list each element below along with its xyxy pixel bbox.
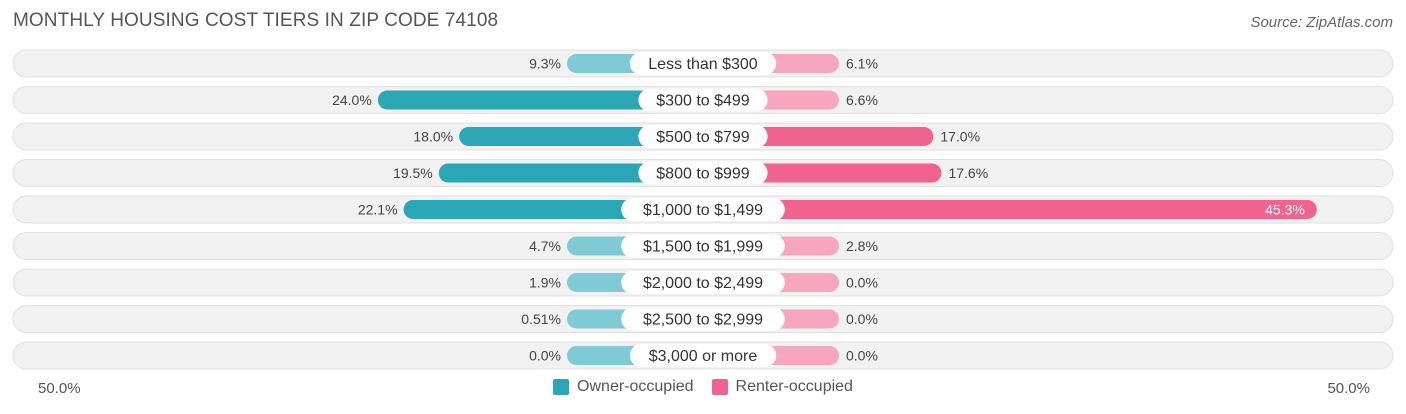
- category-pill: [629, 344, 777, 367]
- legend-renter-label: Renter-occupied: [735, 378, 853, 395]
- category-label: $1,500 to $1,999: [643, 239, 763, 256]
- owner-value-label: 0.0%: [529, 348, 561, 364]
- category-pill: [621, 234, 785, 258]
- source-credit: Source: ZipAtlas.com: [1250, 14, 1393, 31]
- category-pill: [621, 198, 785, 221]
- owner-bar: [438, 163, 703, 183]
- legend-renter: Renter-occupied: [711, 378, 853, 396]
- category-pill: [638, 161, 768, 185]
- renter-value-label: 2.8%: [846, 238, 878, 254]
- renter-value-label: 17.6%: [948, 165, 988, 181]
- chart-title: MONTHLY HOUSING COST TIERS IN ZIP CODE 7…: [13, 10, 499, 31]
- owner-value-label: 0.51%: [521, 311, 561, 327]
- category-pill: [629, 52, 777, 75]
- category-pill: [621, 271, 785, 294]
- category-pill: [638, 125, 768, 148]
- owner-value-label: 4.7%: [529, 238, 561, 254]
- owner-value-label: 9.3%: [529, 56, 561, 72]
- axis-right-label: 50.0%: [1327, 380, 1370, 397]
- renter-value-label: 6.6%: [846, 92, 878, 108]
- category-pill: [638, 88, 768, 112]
- owner-swatch: [553, 379, 570, 395]
- renter-swatch: [711, 379, 728, 395]
- axis-left-label: 50.0%: [38, 380, 81, 397]
- renter-value-label: 45.3%: [1265, 202, 1305, 218]
- category-label: $800 to $999: [656, 166, 750, 183]
- owner-value-label: 1.9%: [529, 275, 561, 291]
- owner-value-label: 22.1%: [358, 202, 398, 218]
- category-label: $2,000 to $2,499: [643, 275, 763, 292]
- renter-value-label: 17.0%: [940, 129, 980, 145]
- category-label: $3,000 or more: [649, 348, 758, 365]
- category-label: $500 to $799: [656, 129, 750, 146]
- legend-owner-label: Owner-occupied: [577, 378, 694, 395]
- legend: Owner-occupied Renter-occupied: [0, 378, 1406, 396]
- category-label: $1,000 to $1,499: [643, 202, 763, 219]
- owner-bar: [377, 90, 703, 110]
- owner-value-label: 19.5%: [393, 165, 433, 181]
- owner-value-label: 24.0%: [332, 92, 372, 108]
- legend-owner: Owner-occupied: [553, 378, 694, 396]
- category-label: Less than $300: [648, 56, 758, 73]
- renter-bar: [703, 200, 1317, 219]
- category-label: $2,500 to $2,999: [643, 312, 763, 329]
- renter-value-label: 0.0%: [846, 311, 878, 327]
- category-label: $300 to $499: [656, 93, 750, 110]
- renter-value-label: 0.0%: [846, 348, 878, 364]
- renter-value-label: 0.0%: [846, 275, 878, 291]
- renter-value-label: 6.1%: [846, 56, 878, 72]
- owner-value-label: 18.0%: [413, 129, 453, 145]
- category-pill: [621, 307, 785, 331]
